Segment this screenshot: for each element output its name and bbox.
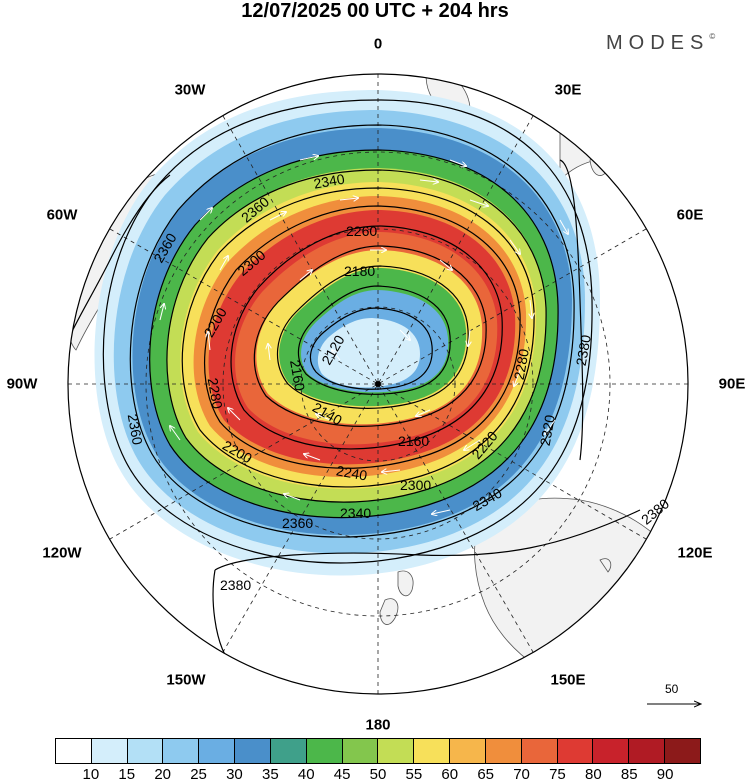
lon-label-180: 180 <box>365 716 391 734</box>
colorbar-cell <box>56 739 92 763</box>
contour-label: 2340 <box>340 505 371 521</box>
colorbar-cell <box>414 739 451 763</box>
contour-label: 2380 <box>220 577 251 593</box>
contour-label: 2320 <box>537 413 558 447</box>
lon-label-0: 0 <box>373 35 383 53</box>
contour-label: 2280 <box>511 347 532 381</box>
contour-label: 2360 <box>125 413 146 447</box>
height-contours <box>68 99 641 661</box>
reference-vector-label: 50 <box>665 682 679 696</box>
colorbar-cell <box>593 739 630 763</box>
colorbar-label: 25 <box>190 766 207 783</box>
colorbar-cell <box>342 739 379 763</box>
colorbar-labels: 10 15 20 25 30 35 40 45 50 55 60 65 70 75 80 85 90 <box>55 766 701 783</box>
wind-vectors <box>159 156 568 514</box>
map-boundary <box>67 73 689 695</box>
colorbar-label: 75 <box>549 766 566 783</box>
colorbar-label: 45 <box>333 766 351 783</box>
colorbar-cell <box>485 739 522 763</box>
colorbar-label: 85 <box>620 766 638 783</box>
south-pole-marker <box>375 381 381 387</box>
new-zealand-north <box>397 570 414 597</box>
colorbar-label: 15 <box>118 766 136 783</box>
reference-vector <box>647 682 705 712</box>
colorbar-label: 30 <box>226 766 243 783</box>
south-pacific-islands <box>599 558 612 573</box>
contour-label: 2380 <box>573 333 594 367</box>
lon-label-90w: 90W <box>6 375 38 393</box>
lon-label-120e: 120E <box>677 544 713 562</box>
lon-label-30e: 30E <box>554 81 582 99</box>
contour-label: 2280 <box>205 377 226 411</box>
graticule <box>68 74 688 694</box>
colorbar-label: 70 <box>513 766 530 783</box>
contour-label: 2340 <box>312 171 346 192</box>
map-title: 12/07/2025 00 UTC + 204 hrs <box>241 0 509 22</box>
colorbar-label: 50 <box>369 766 387 783</box>
colorbar-cell <box>665 739 700 763</box>
contour-label: 2160 <box>287 359 308 393</box>
colorbar-cell <box>629 739 666 763</box>
colorbar-label: 55 <box>405 766 423 783</box>
colorbar-cell <box>450 739 486 763</box>
contour-label: 2360 <box>282 515 313 531</box>
colorbar-cell <box>163 739 200 763</box>
colorbar-label: 65 <box>477 766 494 783</box>
colorbar-cell <box>557 739 594 763</box>
colorbar-label: 60 <box>441 766 459 783</box>
lon-label-120w: 120W <box>42 544 82 562</box>
wind-speed-shading <box>94 90 601 576</box>
colorbar-cell <box>235 739 271 763</box>
colorbar-cell <box>127 739 164 763</box>
colorbar <box>55 738 701 764</box>
lon-label-150w: 150W <box>166 671 206 689</box>
contour-label: 2180 <box>344 263 375 279</box>
colorbar-label: 20 <box>154 766 171 783</box>
brand-logo: MODES© <box>606 32 716 54</box>
colorbar-label: 80 <box>584 766 602 783</box>
colorbar-label: 10 <box>82 766 100 783</box>
colorbar-label: 90 <box>656 766 674 783</box>
contour-label: 2260 <box>346 223 377 239</box>
colorbar-cell <box>91 739 128 763</box>
colorbar-cell <box>270 739 307 763</box>
lon-label-150e: 150E <box>550 671 586 689</box>
lon-label-60e: 60E <box>676 206 704 224</box>
new-zealand-south <box>379 598 399 625</box>
lon-label-60w: 60W <box>46 206 78 224</box>
colorbar-cell <box>199 739 236 763</box>
colorbar-cell <box>521 739 558 763</box>
contour-label: 2300 <box>400 477 431 493</box>
colorbar-cell <box>378 739 415 763</box>
lon-label-90e: 90E <box>718 375 746 393</box>
contour-label: 2160 <box>398 433 429 449</box>
band-15-inner <box>317 318 420 388</box>
contour-label: 2240 <box>335 462 369 483</box>
colorbar-cell <box>306 739 343 763</box>
colorbar-label: 35 <box>261 766 279 783</box>
lon-label-30w: 30W <box>174 81 206 99</box>
colorbar-label: 40 <box>297 766 315 783</box>
